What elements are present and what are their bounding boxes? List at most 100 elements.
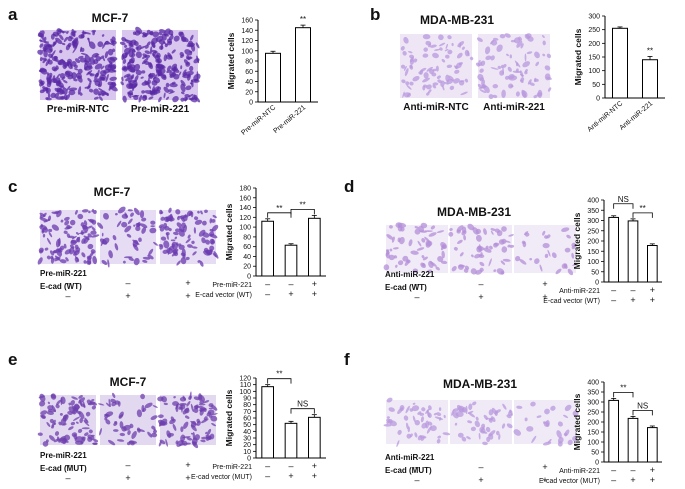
micrograph-image: [450, 400, 513, 446]
condition-label: Pre-miR-221: [40, 269, 87, 278]
stained-cell: [166, 65, 172, 72]
y-tick-label: 300: [587, 218, 599, 225]
significance-label: **: [276, 370, 282, 379]
stained-cell: [434, 48, 441, 51]
condition-label: Anti-miR-221: [385, 270, 435, 279]
stained-cell: [162, 222, 168, 229]
stained-cell: [39, 68, 47, 73]
stained-cell: [187, 244, 193, 248]
stained-cell: [94, 73, 99, 77]
stained-cell: [524, 53, 527, 62]
bar: [308, 416, 321, 459]
stained-cell: [78, 410, 85, 419]
stained-cell: [504, 33, 511, 38]
stained-cell: [147, 431, 153, 438]
stained-cell: [71, 396, 78, 400]
stained-cell: [45, 97, 49, 100]
stained-cell: [454, 69, 460, 74]
stained-cell: [545, 420, 550, 427]
stained-cell: [401, 79, 406, 84]
stained-cell: [481, 84, 486, 88]
stained-cell: [498, 434, 501, 440]
stained-cell: [453, 408, 459, 412]
stained-cell: [163, 86, 170, 93]
stained-cell: [402, 91, 405, 98]
panel-title: MDA-MB-231: [437, 205, 511, 219]
stained-cell: [485, 55, 492, 61]
stained-cell: [547, 87, 552, 92]
y-tick-label: 20: [245, 89, 253, 96]
stained-cell: [130, 212, 134, 217]
stained-cell: [165, 54, 173, 60]
stained-cell: [524, 71, 528, 75]
stained-cell: [123, 66, 130, 71]
stained-cell: [93, 79, 97, 83]
stained-cell: [414, 228, 421, 235]
stained-cell: [478, 432, 481, 440]
bar: [647, 427, 658, 463]
stained-cell: [84, 31, 91, 35]
stained-cell: [420, 416, 424, 423]
stained-cell: [429, 44, 437, 48]
stained-cell: [435, 65, 439, 72]
stained-cell: [197, 260, 201, 263]
stained-cell: [479, 77, 485, 82]
condition-sign: +: [630, 475, 635, 485]
stained-cell: [88, 210, 91, 214]
panel-title: MDA-MB-231: [420, 13, 494, 27]
y-tick-label: 300: [587, 400, 599, 407]
stained-cell: [546, 234, 551, 239]
stained-cell: [192, 251, 197, 256]
stained-cell: [461, 230, 467, 236]
stained-cell: [186, 210, 193, 217]
stained-cell: [123, 73, 131, 78]
significance-bracket: [632, 212, 653, 218]
condition-sign: –: [611, 295, 616, 305]
stained-cell: [132, 243, 139, 251]
stained-cell: [92, 256, 98, 265]
stained-cell: [46, 255, 51, 260]
image-label: Anti-miR-221: [483, 102, 545, 113]
stained-cell: [75, 232, 80, 235]
condition-sign: +: [125, 291, 130, 301]
stained-cell: [522, 61, 531, 68]
stained-cell: [386, 397, 393, 403]
stained-cell: [48, 231, 53, 238]
y-tick-label: 200: [587, 420, 599, 427]
condition-row-label: E-cad vector (MUT): [539, 478, 600, 485]
condition-sign: +: [650, 295, 655, 305]
stained-cell: [422, 85, 426, 91]
stained-cell: [527, 79, 532, 85]
stained-cell: [550, 405, 556, 411]
stained-cell: [64, 216, 70, 221]
stained-cell: [173, 35, 180, 42]
stained-cell: [448, 231, 454, 237]
stained-cell: [203, 250, 211, 256]
stained-cell: [449, 228, 453, 231]
stained-cell: [564, 404, 572, 412]
stained-cell: [151, 80, 158, 86]
stained-cell: [152, 405, 158, 408]
stained-cell: [81, 238, 86, 244]
stained-cell: [112, 48, 116, 53]
stained-cell: [129, 46, 136, 53]
stained-cell: [155, 59, 160, 63]
stained-cell: [59, 412, 63, 416]
stained-cell: [479, 267, 484, 272]
stained-cell: [43, 36, 47, 42]
stained-cell: [447, 35, 452, 40]
y-tick-label: 350: [587, 208, 599, 215]
stained-cell: [551, 252, 557, 259]
stained-cell: [422, 53, 429, 58]
stained-cell: [131, 53, 136, 58]
stained-cell: [193, 227, 197, 234]
condition-row-label: Pre-miR-221: [212, 282, 252, 289]
condition-label: E-cad (WT): [40, 282, 82, 291]
stained-cell: [200, 418, 209, 424]
stained-cell: [211, 422, 217, 427]
stained-cell: [437, 435, 442, 439]
bar: [261, 386, 275, 459]
stained-cell: [105, 419, 111, 425]
stained-cell: [101, 34, 105, 37]
stained-cell: [397, 429, 402, 435]
